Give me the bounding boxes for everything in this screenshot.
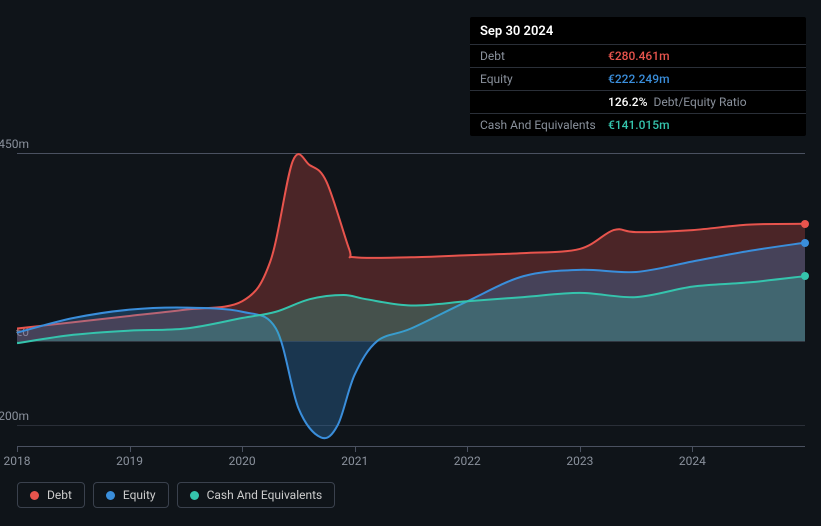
x-axis-label: 2024 [679,454,706,468]
x-tick [242,446,243,452]
x-axis-label: 2018 [4,454,31,468]
legend-label: Equity [123,488,156,502]
tooltip-row: 126.2% Debt/Equity Ratio [470,90,806,113]
legend-item-equity[interactable]: Equity [93,482,169,508]
chart-plot [17,140,805,450]
tooltip-label: Equity [480,72,608,86]
tooltip-row: Cash And Equivalents€141.015m [470,113,806,136]
x-tick [355,446,356,452]
x-axis-label: 2020 [229,454,256,468]
tooltip-label: Debt [480,49,608,63]
series-end-marker [801,239,809,247]
tooltip-value: 126.2% [608,95,647,109]
legend-item-cash-and-equivalents[interactable]: Cash And Equivalents [177,482,336,508]
tooltip-value: €280.461m [608,49,670,63]
x-tick [692,446,693,452]
tooltip-row: Equity€222.249m [470,67,806,90]
legend-label: Cash And Equivalents [207,488,323,502]
series-end-marker [801,220,809,228]
series-end-marker [801,272,809,280]
x-tick [130,446,131,452]
x-axis-label: 2021 [341,454,368,468]
legend-dot-icon [30,491,39,500]
x-axis-label: 2022 [454,454,481,468]
x-tick [467,446,468,452]
tooltip-row: Debt€280.461m [470,44,806,67]
tooltip-date: Sep 30 2024 [470,17,806,44]
x-tick [580,446,581,452]
x-axis: 2018201920202021202220232024 [17,446,805,466]
tooltip-extra: Debt/Equity Ratio [653,95,746,109]
chart-legend: Debt Equity Cash And Equivalents [17,482,335,508]
x-axis-label: 2019 [116,454,143,468]
legend-label: Debt [47,488,72,502]
x-axis-label: 2023 [566,454,593,468]
chart-tooltip: Sep 30 2024 Debt€280.461mEquity€222.249m… [470,17,806,136]
legend-item-debt[interactable]: Debt [17,482,85,508]
tooltip-value: €141.015m [608,118,670,132]
x-tick [17,446,18,452]
tooltip-label: Cash And Equivalents [480,118,608,132]
legend-dot-icon [190,491,199,500]
legend-dot-icon [106,491,115,500]
tooltip-value: €222.249m [608,72,670,86]
